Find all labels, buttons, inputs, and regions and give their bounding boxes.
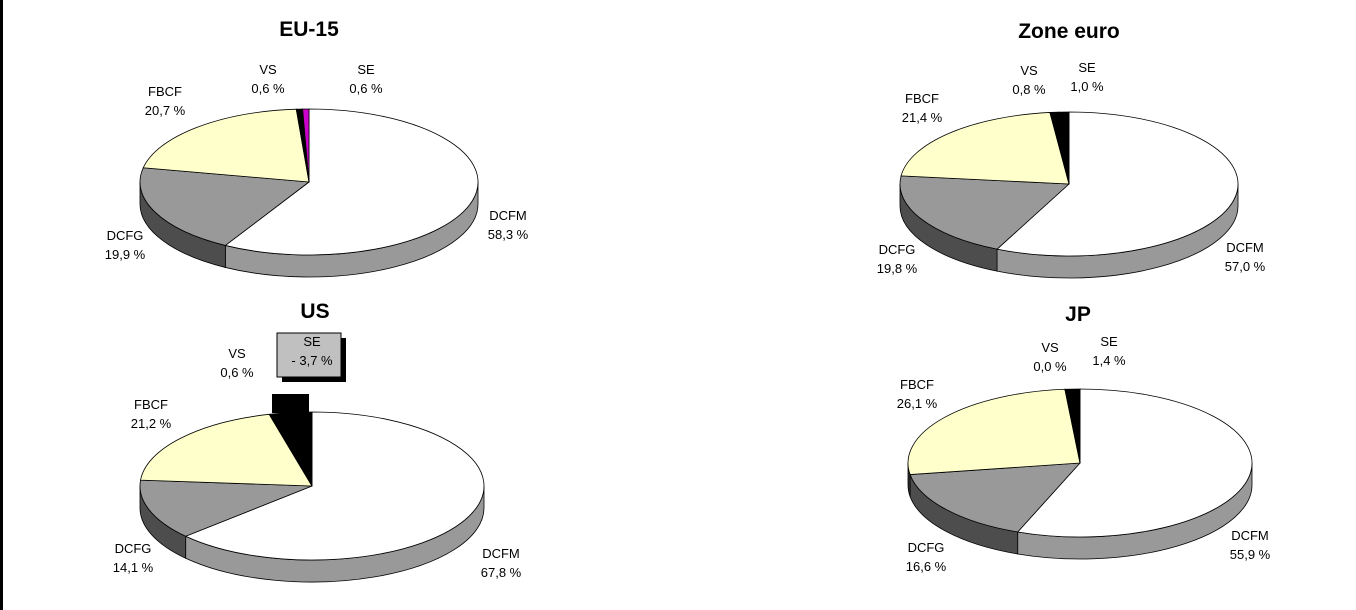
slice-dcfg [909,462,1081,533]
slice-label-value: - 3,7 % [291,353,333,368]
slice-label-name: VS [1020,63,1038,78]
slice-dcfg [899,175,1070,250]
slice-label-name: VS [259,62,277,77]
slice-label-value: 20,7 % [145,103,186,118]
slice-se [1057,111,1070,185]
slice-label-name: DCFG [908,540,945,555]
slice-label-value: 55,9 % [1230,547,1271,562]
slice-label-name: DCFG [115,541,152,556]
chart-title: EU-15 [279,18,339,41]
slice-label-value: 0,0 % [1033,359,1067,374]
slice-dcfm [184,411,485,561]
slice-label-value: 19,8 % [877,261,918,276]
slice-fbcf [142,108,310,183]
slice-label-value: 14,1 % [113,560,154,575]
slice-fbcf [900,112,1070,185]
pie-chart-1: Zone euro DCFM 57,0 % DCFG 19,8 % FBCF 21,4 % V… [877,20,1266,279]
slice-label-value: 1,4 % [1092,353,1126,368]
slice-dcfg [139,479,313,537]
slice-label-name: DCFM [482,546,520,561]
slice-label-name: VS [1041,340,1059,355]
slice-label-name: FBCF [905,91,939,106]
slice-label-name: FBCF [134,397,168,412]
slice-dcfm [1016,388,1253,538]
slice-dcfg [139,167,311,246]
slice-label-value: 21,2 % [131,416,172,431]
slice-label-name: SE [357,62,375,77]
pie-chart-2: US DCFM 67,8 % DCFG 14,1 % FBCF 21,2 % VS 0,6 % S… [113,300,522,583]
slice-se [1064,388,1081,464]
slice-dcfm [996,111,1239,257]
chart-title: US [300,300,329,323]
slice-label-name: VS [228,346,246,361]
slice-dcfm [224,108,479,256]
slice-label-value: 1,0 % [1070,79,1104,94]
se-label-box [276,332,342,378]
slice-label-value: 58,3 % [488,227,529,242]
slice-label-name: SE [303,334,321,349]
slice-fbcf [140,413,313,487]
slice-label-value: 26,1 % [897,396,938,411]
slice-se-negative [272,394,309,413]
slice-fbcf [907,388,1081,475]
slice-label-name: DCFM [1231,528,1269,543]
chart-title: Zone euro [1018,20,1120,43]
slice-label-value: 16,6 % [906,559,947,574]
pie-chart-0: EU-15 DCFM 58,3 % DCFG 19,9 % FBCF 20,7 % VS 0,6… [105,18,529,278]
slice-se [302,108,310,183]
slice-label-name: FBCF [148,84,182,99]
slice-label-name: FBCF [900,377,934,392]
slice-label-value: 57,0 % [1225,259,1266,274]
pie-chart-3: JP DCFM 55,9 % DCFG 16,6 % FBCF 26,1 % VS 0,0 % S… [897,303,1271,574]
slice-label-value: 0,6 % [349,81,383,96]
slice-label-value: 0,8 % [1012,82,1046,97]
chart-title: JP [1065,303,1091,326]
slice-label-value: 21,4 % [902,110,943,125]
slice-label-value: 0,6 % [220,365,254,380]
slice-label-name: DCFM [489,208,527,223]
slice-label-name: DCFM [1226,240,1264,255]
slice-label-name: SE [1100,334,1118,349]
slice-label-value: 0,6 % [251,81,285,96]
slice-label-value: 67,8 % [481,565,522,580]
slice-label-name: DCFG [107,228,144,243]
slice-label-name: DCFG [879,242,916,257]
slice-label-value: 19,9 % [105,247,146,262]
slice-label-name: SE [1078,60,1096,75]
